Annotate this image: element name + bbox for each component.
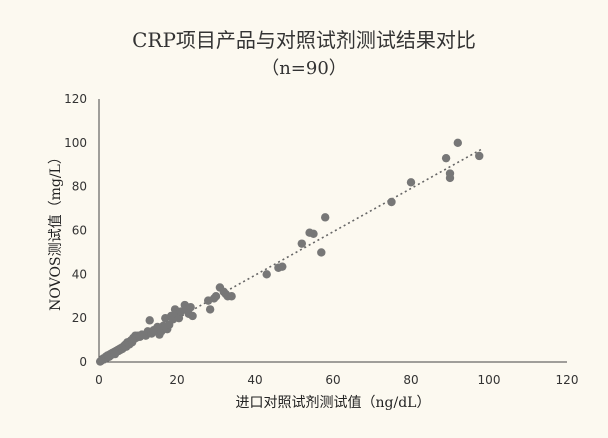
data-point: [95, 357, 105, 366]
x-tick-label: 120: [556, 373, 579, 387]
y-tick-label: 80: [72, 180, 87, 194]
chart-subtitle: （n=90）: [261, 58, 347, 79]
y-tick-label: 20: [72, 311, 87, 325]
data-point: [110, 349, 120, 359]
data-point: [297, 239, 306, 248]
x-tick-labels: 0 20 40 60 80 100 120: [95, 373, 578, 387]
x-tick-label: 60: [325, 373, 340, 387]
chart-title: CRP项目产品与对照试剂测试结果对比: [132, 28, 476, 52]
data-point: [278, 262, 287, 271]
data-point: [445, 173, 455, 183]
data-point: [145, 316, 154, 325]
x-tick-label: 100: [478, 373, 501, 387]
data-point: [475, 151, 484, 161]
x-tick-label: 40: [247, 373, 262, 387]
y-tick-label: 120: [64, 92, 87, 106]
y-tick-label: 0: [79, 355, 87, 369]
data-point: [321, 213, 330, 222]
y-tick-label: 100: [64, 136, 87, 150]
data-point: [453, 138, 462, 148]
x-tick-label: 80: [403, 373, 418, 387]
data-point: [211, 292, 221, 301]
data-point: [186, 303, 195, 312]
data-point: [262, 270, 271, 279]
y-axis-label: NOVOS测试值（mg/L）: [48, 150, 64, 311]
data-point: [387, 197, 396, 207]
data-points: [95, 138, 484, 366]
axes: [98, 99, 567, 363]
data-point: [441, 153, 451, 163]
data-point: [317, 248, 326, 257]
data-point: [406, 178, 416, 187]
y-tick-label: 60: [72, 224, 87, 238]
data-point: [174, 313, 184, 323]
data-point: [205, 305, 215, 314]
y-tick-labels: 0 20 40 60 80 100 120: [64, 92, 87, 369]
x-tick-label: 0: [95, 373, 103, 387]
data-point: [227, 292, 236, 301]
x-tick-label: 20: [169, 373, 184, 387]
x-axis-label: 进口对照试剂测试值（ng/dL）: [236, 395, 431, 411]
data-point: [309, 229, 318, 238]
data-point: [188, 311, 197, 321]
y-tick-label: 40: [72, 267, 87, 281]
